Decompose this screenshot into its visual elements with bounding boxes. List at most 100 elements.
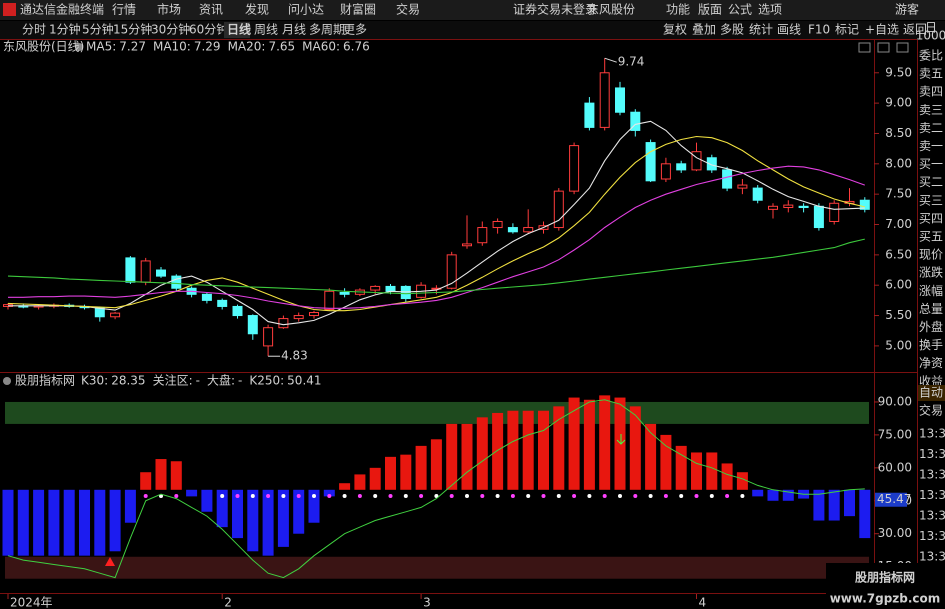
menu-item[interactable]: 市场 xyxy=(157,2,181,17)
legend-value: 50.41 xyxy=(287,374,321,388)
quote-label: 净资 xyxy=(919,356,943,370)
window-control[interactable] xyxy=(877,42,890,53)
ma-line xyxy=(7,238,865,295)
candle-body xyxy=(400,285,411,300)
indicator-bar xyxy=(216,489,228,528)
candle-body xyxy=(599,72,610,128)
indicator-title: 股朋指标网 xyxy=(15,373,75,388)
signal-dot xyxy=(480,494,485,498)
y-tick-label: 60.00 xyxy=(878,460,912,474)
signal-dot xyxy=(587,494,592,498)
y-tick-label: 6.00 xyxy=(885,278,912,292)
menu-item[interactable]: 问小达 xyxy=(288,3,324,17)
legend-name: MA20: xyxy=(228,40,266,54)
y-tick-label: 30.00 xyxy=(878,526,912,540)
signal-dot xyxy=(449,494,454,498)
user[interactable]: 游客 xyxy=(895,2,919,17)
trade-button[interactable]: 交易 xyxy=(919,403,943,418)
signal-dot xyxy=(250,494,255,498)
window-control[interactable] xyxy=(896,42,909,53)
candle-body xyxy=(645,142,656,182)
indicator-bar xyxy=(691,452,702,490)
indicator-bar xyxy=(33,489,45,556)
indicator-bar xyxy=(767,489,779,501)
indicator-bar xyxy=(522,410,534,490)
tool-button[interactable]: +自选 xyxy=(865,23,899,37)
tool-button[interactable]: 叠加 xyxy=(692,23,716,37)
candle-body xyxy=(217,299,228,307)
tool-button[interactable]: 多股 xyxy=(720,23,744,37)
period-tab[interactable]: 月线 xyxy=(282,23,306,37)
tool-button[interactable]: 统计 xyxy=(749,23,773,37)
candle-body xyxy=(171,275,182,289)
menu-item[interactable]: 选项 xyxy=(758,3,782,17)
menu-item[interactable]: 发现 xyxy=(245,2,269,17)
y-tick-label: 5.00 xyxy=(885,338,912,352)
period-tab[interactable]: 30分钟 xyxy=(151,22,190,37)
indicator-bar xyxy=(140,472,152,490)
indicator-bar xyxy=(170,461,182,490)
tool-button[interactable]: 标记 xyxy=(835,23,859,37)
tool-button[interactable]: 返回 xyxy=(903,23,927,37)
signal-dot xyxy=(143,494,148,498)
y-tick-label: 7.50 xyxy=(885,187,912,201)
ma-line xyxy=(8,120,865,326)
panel-header: 日 xyxy=(925,21,937,35)
period-tab[interactable]: 日线 xyxy=(227,22,251,37)
indicator-bar xyxy=(461,423,473,490)
candle-body xyxy=(247,315,258,335)
period-tab[interactable]: 分时 xyxy=(22,23,46,37)
candle-body xyxy=(462,243,472,247)
indicator-bar xyxy=(675,445,687,490)
candle-body xyxy=(630,111,641,131)
panel-header: 1000 xyxy=(916,29,945,43)
quote-label: 卖三 xyxy=(919,103,943,117)
candle-body xyxy=(584,102,595,128)
indicator-bar xyxy=(660,434,672,490)
auto-bg xyxy=(918,385,945,401)
period-tab[interactable]: 多周期 xyxy=(309,23,345,37)
quote-label: 买一 xyxy=(919,157,943,171)
legend-value: 6.76 xyxy=(343,40,370,54)
indicator-bar xyxy=(308,489,320,523)
menu-item[interactable]: 功能 xyxy=(666,3,690,17)
indicator-bar xyxy=(2,489,14,556)
candle-body xyxy=(813,205,824,229)
indicator-bar xyxy=(186,489,198,497)
candle-body xyxy=(110,312,121,318)
indicator-bar xyxy=(354,474,366,490)
window-control[interactable] xyxy=(858,42,871,53)
signal-dot xyxy=(556,494,561,498)
candle-body xyxy=(859,199,870,210)
period-tab[interactable]: 15分钟 xyxy=(113,22,152,37)
menu-item[interactable]: 交易 xyxy=(396,2,420,17)
auto-toggle[interactable]: 自动 xyxy=(919,386,943,400)
menu-item[interactable]: 行情 xyxy=(112,3,136,17)
candle-body xyxy=(569,145,580,192)
menu-item[interactable]: 公式 xyxy=(728,3,752,17)
tool-button[interactable]: F10 xyxy=(808,23,830,37)
period-tab[interactable]: 1分钟 xyxy=(49,22,81,37)
indicator-bar xyxy=(415,445,427,490)
menu-item[interactable]: 版面 xyxy=(698,3,722,17)
period-tab[interactable]: 60分钟 xyxy=(189,22,228,37)
y-tick-label: 9.00 xyxy=(885,96,912,110)
candle-body xyxy=(446,254,457,289)
legend-name: MA10: xyxy=(153,40,191,54)
indicator-bar xyxy=(262,489,274,556)
indicator-bar xyxy=(323,489,335,497)
tool-button[interactable]: 画线 xyxy=(777,23,801,37)
period-tab[interactable]: 更多 xyxy=(343,23,367,37)
menu-item[interactable]: 财富圈 xyxy=(340,2,376,17)
indicator-bar xyxy=(859,489,871,539)
login-notice[interactable]: 证券交易未登录 xyxy=(513,2,597,17)
period-tab[interactable]: 周线 xyxy=(254,23,278,37)
signal-dot xyxy=(572,494,577,498)
quote-label: 卖一 xyxy=(919,139,943,153)
tool-button[interactable]: 复权 xyxy=(663,23,687,37)
period-tab[interactable]: 5分钟 xyxy=(82,22,114,37)
signal-dot xyxy=(296,494,301,498)
legend-name: K250: xyxy=(249,374,284,388)
zone-band xyxy=(5,556,869,579)
menu-item[interactable]: 资讯 xyxy=(199,3,223,17)
